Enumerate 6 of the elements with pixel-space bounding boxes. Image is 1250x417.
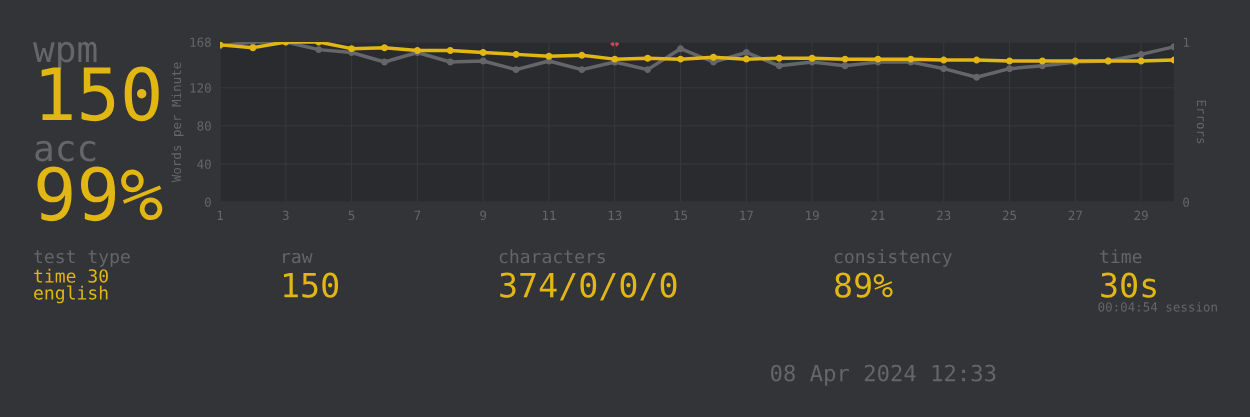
text: time 30 english	[34, 268, 108, 304]
text: 30s	[1101, 272, 1156, 298]
text: 374/0/0/0	[500, 272, 677, 301]
text: 89%	[835, 272, 893, 298]
text: 150	[284, 272, 339, 298]
text: 99%	[37, 166, 163, 222]
